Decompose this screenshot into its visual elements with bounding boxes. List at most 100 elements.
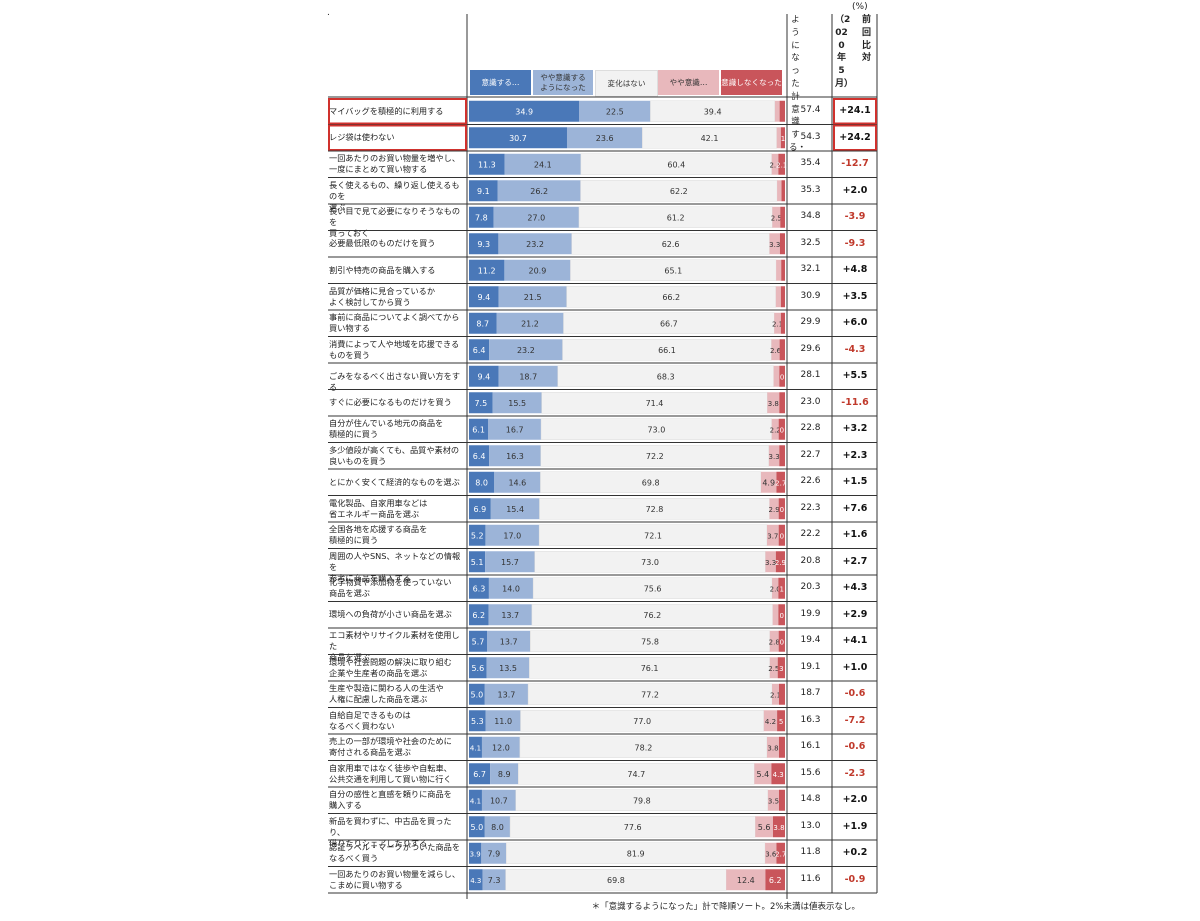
bar-value-label: 72.2 — [646, 452, 664, 461]
footnote: ＊「意識するようになった」計で降順ソート。2%未満は値表示なし。 — [591, 902, 860, 912]
highlight-box — [328, 98, 467, 125]
bar-value-label: 11.0 — [494, 717, 512, 726]
bar-value-label: 3.3 — [769, 453, 780, 461]
row-total: 35.3 — [800, 184, 821, 195]
row-total: 22.2 — [800, 529, 821, 539]
bar-segment — [772, 683, 779, 705]
row-diff: +0.2 — [842, 847, 868, 858]
bar-value-label: 6.1 — [472, 425, 485, 434]
row-total: 32.1 — [800, 264, 821, 274]
bar-value-label: 2.7 — [775, 479, 786, 487]
bar-segment — [469, 127, 567, 149]
bar-segment — [488, 604, 532, 626]
bar-segment — [768, 445, 780, 467]
bar-value-label: 3.8 — [773, 824, 784, 832]
bar-value-label: 0 — [779, 612, 783, 620]
bar-value-label: 2.8 — [769, 638, 780, 646]
bar-value-label: 65.1 — [664, 266, 682, 275]
bar-segment — [469, 153, 505, 175]
bar-segment — [778, 418, 785, 440]
header-total: ようになった計意識する・ — [789, 15, 807, 153]
row-diff: +6.0 — [842, 317, 868, 328]
bar-segment — [754, 763, 772, 785]
bar-segment — [469, 180, 498, 202]
bar-value-label: 62.6 — [662, 240, 680, 249]
bar-segment — [778, 153, 785, 175]
bar-value-label: 5.4 — [757, 770, 770, 779]
row-diff: -9.3 — [844, 237, 866, 249]
bar-segment — [469, 498, 491, 520]
row-label: 電化製品、自家用車などは 省エネルギー商品を選ぶ — [329, 497, 428, 519]
bar-value-label: 27.0 — [527, 213, 545, 222]
bar-segment — [498, 286, 567, 308]
bar-value-label: 14.6 — [508, 478, 526, 487]
row-label: レジ袋は使わない — [329, 132, 395, 143]
bar-value-label: 6.4 — [473, 346, 486, 355]
row-total: 57.4 — [800, 105, 821, 115]
bar-segment — [469, 206, 494, 228]
bar-segment — [780, 312, 785, 334]
bar-segment — [469, 445, 490, 467]
bar-value-label: 4.3 — [470, 877, 481, 885]
bar-segment — [778, 736, 785, 758]
bar-value-label: 13.7 — [501, 611, 519, 620]
bar-segment — [772, 816, 785, 838]
bar-value-label: 78.2 — [635, 743, 653, 752]
bar-value-label: 3.3 — [765, 559, 776, 567]
row-diff: +7.6 — [842, 502, 868, 514]
row-label: 自分の感性と直感を頼りに商品を 購入する — [329, 789, 452, 811]
bar-value-label: 4.1 — [470, 744, 481, 752]
bar-segment — [776, 842, 785, 864]
bar-segment — [540, 418, 772, 440]
bar-segment — [780, 127, 785, 149]
row-diff: +1.5 — [842, 476, 868, 487]
bar-segment — [469, 789, 482, 811]
row-total: 19.4 — [800, 635, 821, 645]
row-diff: +1.0 — [842, 661, 868, 673]
bar-segment — [771, 418, 779, 440]
row-label: 生産や製造に関わる人の生活や 人権に配慮した商品を選ぶ — [329, 683, 444, 705]
bar-value-label: 7.8 — [475, 213, 488, 222]
bar-value-label: 7.3 — [488, 876, 501, 885]
bar-value-label: 9.4 — [477, 293, 490, 302]
bar-segment — [771, 153, 779, 175]
bar-value-label: 6.2 — [472, 611, 485, 620]
bar-segment — [469, 710, 486, 732]
bar-segment — [469, 657, 487, 679]
row-diff: +24.1 — [839, 105, 871, 116]
bar-value-label: 6.9 — [474, 505, 487, 514]
bar-value-label: 9.1 — [477, 187, 490, 196]
row-label: 消費によって人や地域を応援できる ものを買う — [329, 338, 460, 360]
row-total: 23.0 — [800, 396, 821, 407]
bar-segment — [779, 365, 785, 387]
row-diff: -2.3 — [844, 767, 866, 779]
row-diff: +3.2 — [842, 423, 868, 434]
bar-segment — [776, 259, 782, 281]
bar-value-label: 14.0 — [502, 584, 520, 593]
bar-segment — [469, 471, 495, 493]
bar-value-label: 61.2 — [667, 213, 685, 222]
row-diff: +2.7 — [842, 555, 868, 567]
bar-segment — [541, 392, 768, 414]
bar-segment — [777, 710, 785, 732]
bar-value-label: 6.7 — [473, 770, 486, 779]
bar-segment — [777, 180, 782, 202]
bar-value-label: 2.1 — [769, 161, 780, 169]
bar-segment — [469, 365, 499, 387]
bar-value-label: 62.2 — [670, 187, 688, 196]
row-label: 長く使えるもの、繰り返し使えるものを 選ぶ — [329, 179, 460, 212]
bar-segment — [650, 100, 776, 122]
bar-segment — [779, 339, 785, 361]
bar-segment — [776, 127, 781, 149]
bar-value-label: 12.4 — [737, 876, 755, 885]
bar-segment — [494, 471, 541, 493]
bar-segment — [469, 869, 483, 891]
bar-segment — [469, 233, 499, 255]
bar-value-label: 30.7 — [509, 134, 527, 143]
bar-value-label: 3.8 — [768, 400, 779, 408]
bar-segment — [769, 657, 778, 679]
legend-item: やや意識する ようになった — [533, 70, 593, 95]
row-total: 20.3 — [800, 582, 821, 592]
row-label: 一回あたりのお買い物量を減らし、 こまめに買い物する — [329, 868, 461, 890]
bar-segment — [496, 312, 564, 334]
